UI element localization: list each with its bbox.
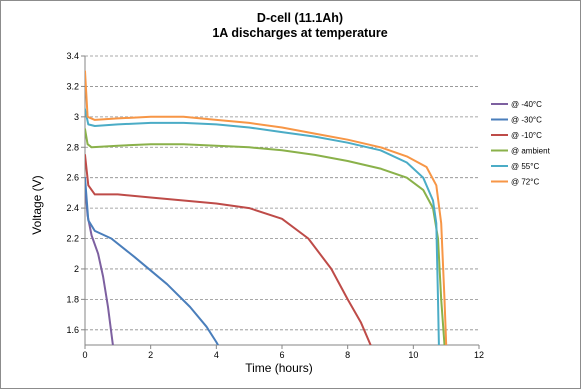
y-tick-label: 2.6: [66, 173, 79, 183]
y-tick-labels: 1.6 1.8 2 2.2 2.4 2.6 2.8 3 3.2 3.4: [66, 51, 85, 335]
y-tick-label: 2.8: [66, 142, 79, 152]
y-tick-label: 1.6: [66, 325, 79, 335]
series-line-4: [85, 128, 446, 345]
x-tick-label: 4: [214, 350, 219, 360]
legend-label: @ -10°C: [511, 131, 542, 140]
axes: [84, 56, 479, 346]
gridlines: [85, 55, 479, 331]
y-tick-label: 2.2: [66, 234, 79, 244]
y-axis-label: Voltage (V): [30, 175, 44, 234]
x-tick-label: 2: [148, 350, 153, 360]
x-tick-label: 0: [82, 350, 87, 360]
legend-label: @ -30°C: [511, 116, 542, 125]
y-tick-label: 3.2: [66, 81, 79, 91]
y-tick-label: 2: [74, 264, 79, 274]
y-tick-label: 3: [74, 112, 79, 122]
series-line-6: [85, 70, 448, 345]
legend-label: @ ambient: [511, 147, 551, 156]
x-tick-label: 10: [408, 350, 418, 360]
y-tick-label: 1.8: [66, 294, 79, 304]
series-lines: [85, 70, 448, 345]
legend-label: @ 55°C: [511, 162, 539, 171]
x-axis-label: Time (hours): [245, 361, 313, 375]
series-line-2: [85, 176, 219, 345]
chart-title: D-cell (11.1Ah): [257, 11, 343, 25]
legend-label: @ 72°C: [511, 178, 539, 187]
x-tick-label: 6: [279, 350, 284, 360]
x-tick-label: 8: [345, 350, 350, 360]
chart-subtitle: 1A discharges at temperature: [212, 26, 387, 40]
legend-label: @ -40°C: [511, 100, 542, 109]
legend: @ -40°C @ -30°C @ -10°C @ ambient @ 55°C @ 72…: [491, 100, 551, 187]
y-tick-label: 3.4: [66, 51, 79, 61]
series-line-1: [85, 184, 114, 345]
series-line-3: [85, 153, 372, 345]
series-line-5: [85, 108, 440, 345]
y-tick-label: 2.4: [66, 203, 79, 213]
x-tick-labels: 0 2 4 6 8 10 12: [82, 345, 484, 360]
x-tick-label: 12: [474, 350, 484, 360]
